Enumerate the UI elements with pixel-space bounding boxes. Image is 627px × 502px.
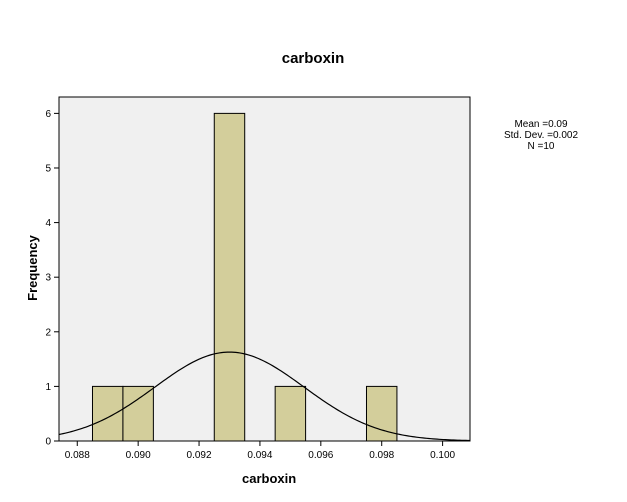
histogram-bar-4 xyxy=(365,385,398,442)
x-tick-label: 0.098 xyxy=(369,450,394,461)
histogram-bar-0 xyxy=(91,385,124,442)
y-tick-label: 3 xyxy=(45,273,51,284)
y-tick-label: 4 xyxy=(45,218,51,229)
plot-area xyxy=(58,96,471,442)
y-tick-label: 2 xyxy=(45,327,51,338)
y-tick-label: 1 xyxy=(45,382,51,393)
y-tick-label: 0 xyxy=(45,437,51,448)
x-tick-label: 0.096 xyxy=(308,450,333,461)
x-tick-label: 0.092 xyxy=(187,450,212,461)
histogram-bar-1 xyxy=(122,385,154,442)
normal-curve xyxy=(58,351,471,442)
histogram-bar-3 xyxy=(274,385,307,442)
x-axis-label: carboxin xyxy=(242,471,296,486)
y-tick-label: 5 xyxy=(45,163,51,174)
stats-line: N =10 xyxy=(528,141,555,152)
y-axis: 0 1 2 3 4 5 6 xyxy=(45,109,59,448)
stats-line: Mean =0.09 xyxy=(514,119,568,130)
x-tick-label: 0.100 xyxy=(430,450,455,461)
x-tick-label: 0.090 xyxy=(126,450,151,461)
stats-line: Std. Dev. =0.002 xyxy=(504,130,578,141)
x-axis: 0.088 0.090 0.092 0.094 0.096 0.098 0.100 xyxy=(65,441,456,461)
y-tick-label: 6 xyxy=(45,109,51,120)
x-tick-label: 0.094 xyxy=(247,450,272,461)
chart-title: carboxin xyxy=(282,50,345,67)
y-axis-label: Frequency xyxy=(25,234,40,301)
x-tick-label: 0.088 xyxy=(65,450,90,461)
bars-group xyxy=(91,112,398,442)
histogram-bar-2 xyxy=(213,112,246,442)
